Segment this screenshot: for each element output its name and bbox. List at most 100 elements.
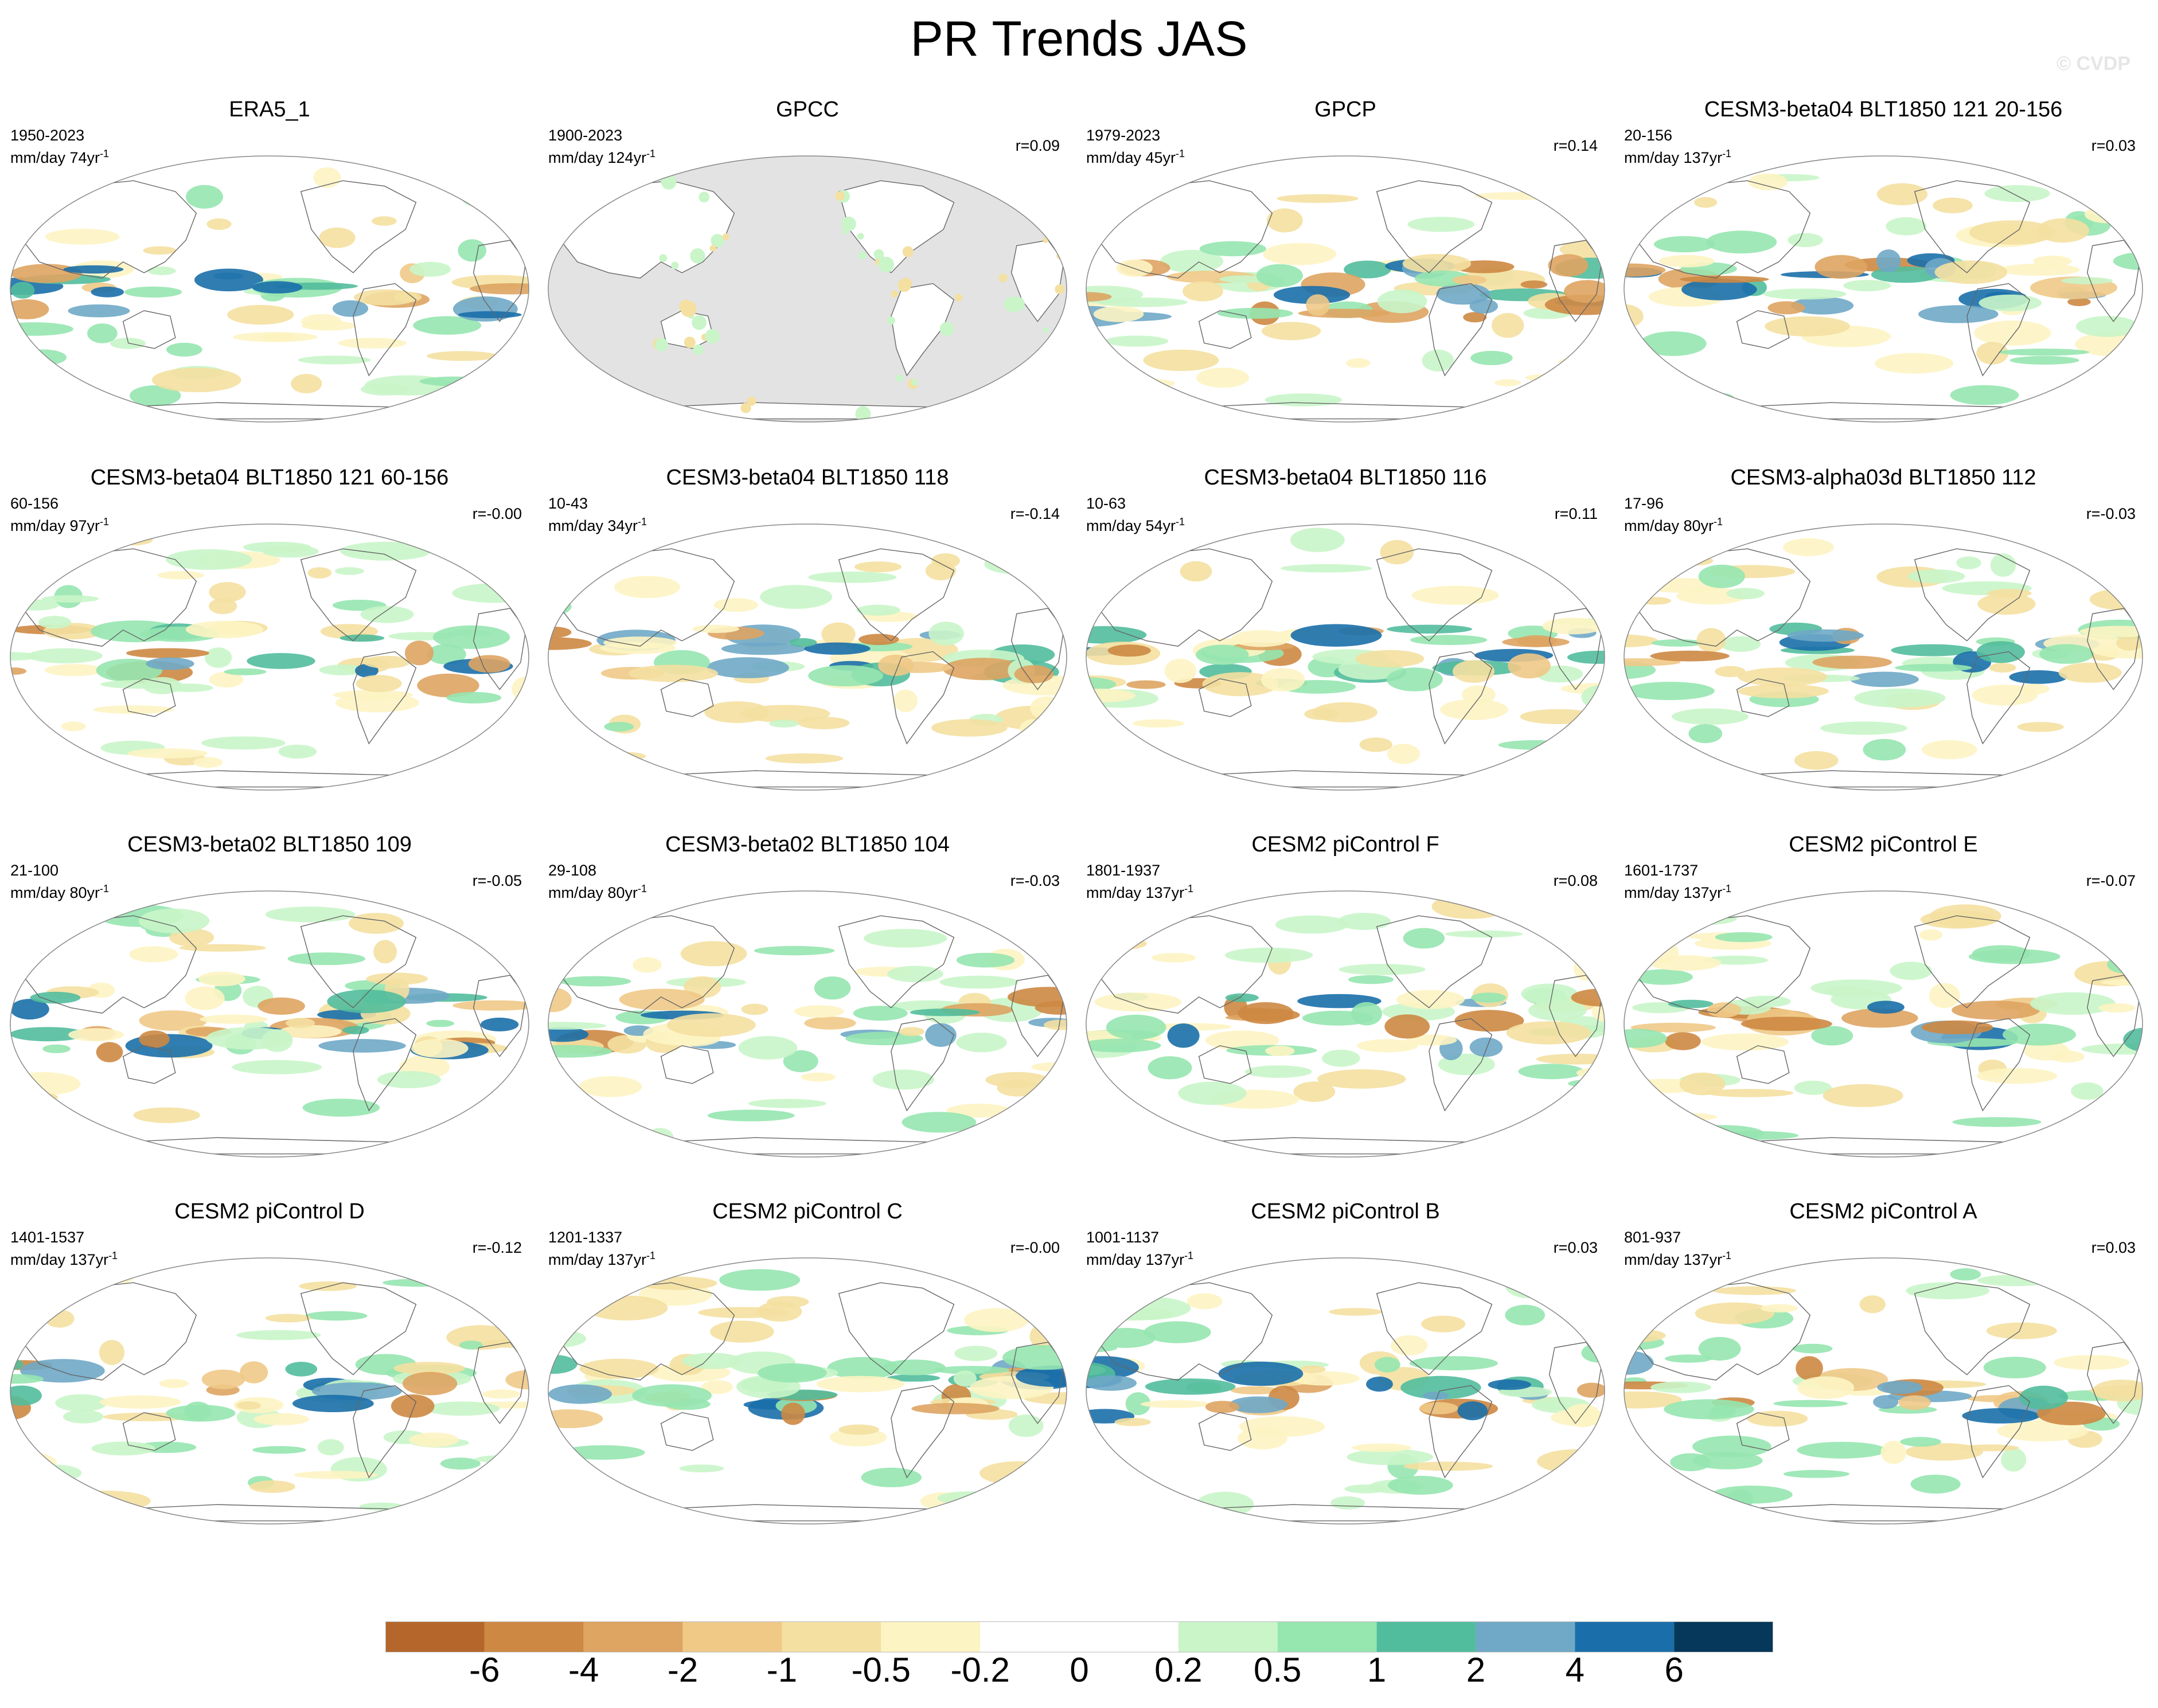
drying-trend-area	[1859, 1295, 1886, 1314]
panel-title: ERA5_1	[229, 97, 310, 122]
wetting-trend-area	[1400, 1375, 1481, 1400]
wetting-trend-area	[719, 1269, 801, 1291]
drying-trend-area	[985, 1072, 1049, 1088]
wetting-trend-area	[1698, 564, 1745, 588]
drying-trend-area	[478, 196, 518, 210]
wetting-trend-area	[458, 311, 522, 318]
wetting-trend-area	[41, 595, 99, 603]
panel-units-text: mm/day 137yr	[548, 1251, 647, 1268]
drying-trend-area	[1952, 1000, 2040, 1020]
drying-trend-area	[1812, 655, 1892, 669]
continent-outline	[300, 1282, 417, 1375]
drying-trend-area	[2113, 946, 2143, 966]
drying-trend-area	[1929, 983, 1960, 1009]
wetting-trend-area	[1096, 1328, 1156, 1348]
wetting-trend-area	[1281, 564, 1372, 573]
panel-year-range: 1201-1337	[548, 1229, 623, 1246]
drying-trend-area	[1933, 197, 1973, 213]
drying-trend-area	[1665, 1032, 1701, 1050]
wetting-trend-area	[804, 642, 871, 655]
panel-units-exponent: -1	[1176, 516, 1185, 527]
drying-trend-area	[68, 1028, 124, 1042]
drying-trend-area	[1922, 740, 1977, 760]
panel-units-text: mm/day 74yr	[10, 149, 100, 166]
wetting-trend-area	[124, 286, 182, 298]
wetting-trend-area	[1348, 975, 1394, 984]
wetting-trend-area	[693, 344, 704, 355]
drying-trend-area	[705, 329, 720, 344]
drying-trend-area	[1380, 540, 1414, 565]
map-border	[548, 523, 1067, 791]
wetting-trend-area	[10, 282, 35, 299]
panel-title: CESM3-beta02 BLT1850 109	[127, 832, 412, 857]
drying-trend-area	[1140, 1400, 1211, 1408]
robinson-map	[10, 890, 529, 1158]
drying-trend-area	[506, 1487, 529, 1503]
drying-trend-area	[1797, 1376, 1855, 1400]
continent-outline	[891, 283, 955, 377]
wetting-trend-area	[1518, 1064, 1585, 1080]
wetting-trend-area	[955, 294, 963, 302]
robinson-map	[1086, 523, 1605, 791]
wetting-trend-area	[659, 254, 668, 263]
wetting-trend-area	[10, 342, 30, 358]
drying-trend-area	[1695, 1302, 1775, 1324]
panel-units-text: mm/day 124yr	[548, 149, 647, 166]
drying-trend-area	[468, 655, 510, 673]
drying-trend-area	[1997, 1420, 2089, 1442]
panel-units-exponent: -1	[1184, 883, 1194, 894]
drying-trend-area	[816, 1375, 904, 1393]
drying-trend-area	[1538, 769, 1585, 777]
wetting-trend-area	[1090, 908, 1145, 920]
wetting-trend-area	[332, 300, 369, 317]
drying-trend-area	[206, 218, 232, 230]
wetting-trend-area	[146, 657, 194, 670]
drying-trend-area	[2073, 919, 2136, 927]
wetting-trend-area	[1004, 1107, 1067, 1115]
continent-outline	[660, 1412, 714, 1451]
map-border	[548, 155, 1067, 423]
wetting-trend-area	[910, 1009, 980, 1017]
drying-trend-area	[1035, 1000, 1067, 1015]
wetting-trend-area	[1410, 635, 1488, 646]
map-border	[548, 1257, 1067, 1525]
robinson-map	[548, 1257, 1067, 1525]
drying-trend-area	[1114, 1418, 1151, 1426]
robinson-map	[548, 890, 1067, 1158]
drying-trend-area	[1548, 254, 1589, 277]
drying-trend-area	[1747, 1410, 1808, 1427]
panel-units: mm/day 124yr-1	[548, 144, 655, 167]
wetting-trend-area	[1275, 915, 1349, 934]
colorbar-swatch	[385, 1621, 485, 1652]
drying-trend-area	[1659, 255, 1715, 268]
wetting-trend-area	[1196, 1491, 1254, 1517]
drying-trend-area	[1164, 658, 1196, 683]
drying-trend-area	[1454, 1010, 1524, 1032]
map-panel: CESM3-beta04 BLT1850 121 60-156 60-156 mm/…	[0, 464, 539, 808]
drying-trend-area	[1794, 751, 1839, 770]
wetting-trend-area	[91, 287, 124, 298]
wetting-trend-area	[954, 1346, 998, 1361]
wetting-trend-area	[1366, 1377, 1393, 1392]
wetting-trend-area	[1665, 1354, 1712, 1363]
drying-trend-area	[10, 667, 27, 675]
wetting-trend-area	[1894, 663, 1972, 672]
wetting-trend-area	[382, 1279, 454, 1287]
colorbar-swatch	[1674, 1621, 1773, 1652]
wetting-trend-area	[604, 722, 634, 732]
wetting-trend-area	[1962, 1408, 2040, 1424]
continent-outline	[300, 915, 417, 1009]
drying-trend-area	[1960, 1444, 2019, 1452]
drying-trend-area	[198, 971, 245, 987]
wetting-trend-area	[632, 1384, 712, 1407]
wetting-trend-area	[856, 604, 900, 616]
wetting-trend-area	[419, 376, 489, 386]
drying-trend-area	[99, 1340, 125, 1365]
wetting-trend-area	[841, 216, 856, 232]
drying-trend-area	[1044, 1019, 1067, 1030]
wetting-trend-area	[1797, 1441, 1887, 1459]
drying-trend-area	[1679, 556, 1714, 566]
wetting-trend-area	[91, 1441, 156, 1456]
panel-year-range: 60-156	[10, 495, 59, 512]
wetting-trend-area	[446, 691, 502, 703]
